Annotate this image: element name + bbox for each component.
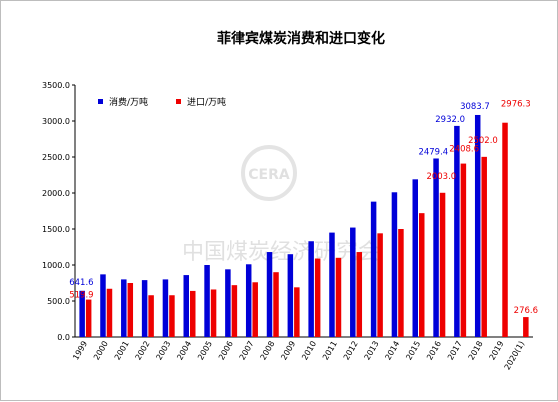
import-bar <box>481 156 487 337</box>
y-tick-label: 3500.0 <box>42 81 70 90</box>
x-tick-label: 2019 <box>488 339 506 361</box>
y-axis-ticks: 0.0 500.0 1000.0 1500.0 2000.0 2500.0 3000.0 35… <box>42 81 75 342</box>
import-data-label: 2408.6 <box>449 145 479 155</box>
consumption-bar <box>433 158 439 337</box>
x-tick-label: 2005 <box>196 340 214 362</box>
chart-title: 菲律宾煤炭消费和进口变化 <box>217 30 385 47</box>
consumption-data-label: 2479.4 <box>418 147 448 157</box>
x-tick-label: 2011 <box>321 340 339 362</box>
x-tick-label: 2012 <box>342 340 360 362</box>
consumption-bar <box>79 290 85 337</box>
y-tick-label: 500.0 <box>47 297 70 306</box>
import-bar <box>127 283 134 337</box>
x-tick-label: 2016 <box>425 340 443 362</box>
legend: 消费/万吨 进口/万吨 <box>98 96 226 108</box>
consumption-bar <box>287 254 294 337</box>
consumption-bar <box>329 232 335 337</box>
import-data-label: 2502.0 <box>468 136 498 146</box>
consumption-bar <box>370 201 377 337</box>
x-tick-label: 2007 <box>238 340 256 362</box>
consumption-bar <box>141 280 148 337</box>
import-data-label: 519.9 <box>69 291 93 301</box>
import-bar <box>148 295 154 337</box>
consumption-bar <box>454 125 460 337</box>
x-tick-label: 2010 <box>300 340 318 362</box>
consumption-bar <box>350 227 356 337</box>
watermark-logo-ring <box>241 145 297 201</box>
x-tick-label: 2001 <box>113 340 131 362</box>
import-bar <box>273 272 279 337</box>
x-tick-label: 2009 <box>279 340 297 362</box>
data-labels: 641.6 2479.4 2932.0 3083.7 519.9 2003.0 2408.6… <box>69 100 538 316</box>
import-bar <box>419 213 425 337</box>
import-bar <box>356 252 363 337</box>
import-data-label: 2976.3 <box>501 100 531 110</box>
legend-label-import: 进口/万吨 <box>187 96 226 108</box>
consumption-bar <box>204 265 210 337</box>
x-tick-label: 2003 <box>154 340 172 362</box>
import-bar <box>169 295 175 337</box>
x-tick-label: 2020(1) <box>503 340 527 372</box>
consumption-data-label: 2932.0 <box>435 115 465 125</box>
x-tick-label: 2002 <box>134 340 152 362</box>
x-tick-label: 2000 <box>92 340 110 362</box>
x-tick-label: 2017 <box>446 340 464 362</box>
x-tick-label: 2018 <box>467 340 485 362</box>
import-bar <box>231 285 238 337</box>
legend-swatch-consumption <box>98 99 103 104</box>
y-tick-label: 1500.0 <box>42 225 70 234</box>
y-tick-label: 3000.0 <box>42 117 70 126</box>
import-bar <box>190 290 196 337</box>
x-tick-label: 2008 <box>259 340 277 362</box>
consumption-bar <box>183 275 189 337</box>
x-tick-label: 1999 <box>71 340 89 362</box>
x-tick-label: 2006 <box>217 340 235 362</box>
watermark: CERA 中国煤炭经济研究会 <box>182 145 380 265</box>
consumption-bar <box>391 192 398 337</box>
legend-label-consumption: 消费/万吨 <box>109 96 148 108</box>
consumption-bar <box>162 279 169 337</box>
consumption-bar <box>121 279 127 337</box>
y-tick-label: 0.0 <box>57 333 70 342</box>
consumption-data-label: 641.6 <box>69 278 93 288</box>
import-bar <box>85 299 92 337</box>
x-tick-label: 2014 <box>383 340 401 362</box>
import-bar <box>106 288 113 337</box>
consumption-bar <box>225 269 231 337</box>
legend-swatch-import <box>176 99 181 104</box>
import-bar <box>398 229 404 337</box>
import-bar <box>523 317 529 337</box>
import-bar <box>460 163 467 337</box>
import-bar <box>439 192 446 337</box>
x-tick-label: 2004 <box>175 340 193 362</box>
consumption-bar <box>308 241 314 337</box>
x-tick-label: 2015 <box>404 340 422 362</box>
import-data-label: 2003.0 <box>426 172 456 182</box>
y-tick-label: 2500.0 <box>42 153 70 162</box>
import-bar <box>294 287 300 337</box>
x-tick-label: 2013 <box>363 340 381 362</box>
y-tick-label: 2000.0 <box>42 189 70 198</box>
bars <box>79 114 529 338</box>
x-axis-ticks: 1999 2000 2001 2002 2003 2004 2005 2006 2007 2008… <box>71 339 526 371</box>
import-bar <box>314 258 321 337</box>
import-bar <box>335 257 342 337</box>
import-bar <box>502 122 508 338</box>
consumption-bar <box>412 179 418 337</box>
watermark-text: 中国煤炭经济研究会 <box>182 240 380 265</box>
y-tick-label: 1000.0 <box>42 261 70 270</box>
consumption-bar <box>100 274 106 337</box>
import-bar <box>252 282 258 337</box>
import-data-label: 276.6 <box>514 306 538 316</box>
consumption-bar <box>474 114 481 337</box>
consumption-bar <box>245 264 252 337</box>
watermark-logo-text: CERA <box>248 167 290 183</box>
consumption-bar <box>266 252 273 337</box>
import-bar <box>210 289 217 337</box>
import-bar <box>377 233 383 337</box>
consumption-data-label: 3083.7 <box>460 102 490 112</box>
